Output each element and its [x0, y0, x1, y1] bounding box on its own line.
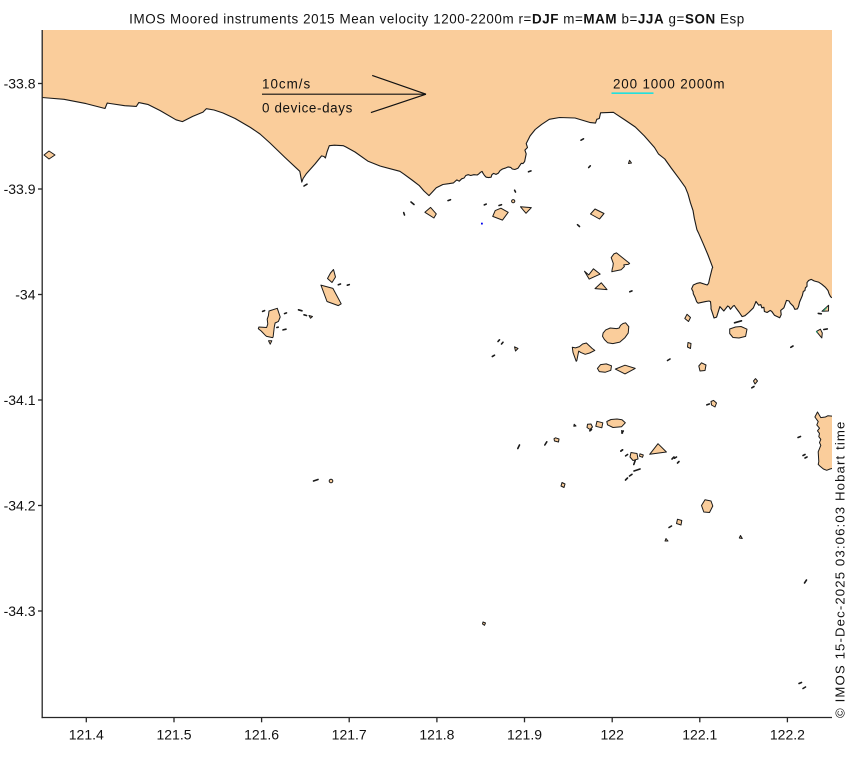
svg-text:-33.8: -33.8	[4, 76, 36, 92]
svg-text:122.2: 122.2	[770, 727, 805, 743]
svg-text:121.5: 121.5	[156, 727, 191, 743]
svg-text:121.7: 121.7	[332, 727, 367, 743]
svg-text:122: 122	[601, 727, 625, 743]
svg-text:-34: -34	[15, 287, 35, 303]
svg-text:200 1000 2000m: 200 1000 2000m	[613, 77, 725, 92]
svg-text:121.8: 121.8	[419, 727, 454, 743]
svg-text:-34.2: -34.2	[4, 498, 36, 514]
svg-text:121.9: 121.9	[507, 727, 542, 743]
svg-text:121.6: 121.6	[244, 727, 279, 743]
svg-text:0 device-days: 0 device-days	[262, 101, 353, 116]
svg-text:-34.3: -34.3	[4, 603, 36, 619]
svg-text:122.1: 122.1	[682, 727, 717, 743]
svg-text:121.4: 121.4	[69, 727, 104, 743]
svg-text:-33.9: -33.9	[4, 181, 36, 197]
svg-text:© IMOS 15-Dec-2025 03:06:03 Ho: © IMOS 15-Dec-2025 03:06:03 Hobart time	[833, 421, 848, 719]
svg-text:-34.1: -34.1	[4, 392, 36, 408]
svg-text:10cm/s: 10cm/s	[262, 77, 311, 92]
svg-text:IMOS Moored instruments 2015 M: IMOS Moored instruments 2015 Mean veloci…	[129, 12, 745, 27]
